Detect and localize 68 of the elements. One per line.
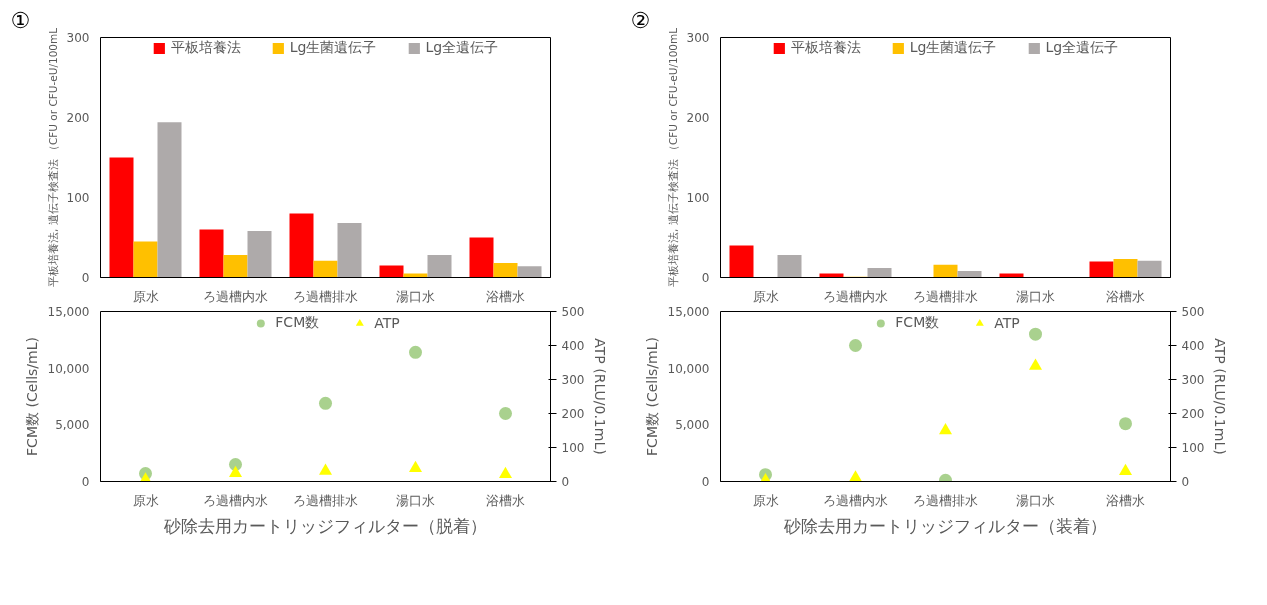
y-tick-label: 15,000: [47, 305, 90, 319]
x-axis-title: 砂除去用カートリッジフィルター（装着）: [783, 515, 1107, 536]
y-tick-label: 5,000: [675, 418, 710, 433]
x-tick-label: 原水: [752, 492, 779, 508]
text: ①: [10, 7, 31, 33]
x-tick-label: 浴槽水: [486, 492, 525, 508]
x-axis-title: 砂除去用カートリッジフィルター（脱着）: [163, 515, 487, 536]
x-tick-label: ろ過槽内水: [203, 492, 268, 508]
y-tick-label: 300: [66, 31, 90, 45]
y-tick-label: 15,000: [667, 305, 710, 319]
x-tick-label: 浴槽水: [1106, 492, 1145, 508]
y2-tick-label: 100: [561, 441, 585, 455]
y2-tick-label: 200: [1181, 407, 1205, 421]
x-tick-label: ろ過槽排水: [293, 492, 358, 508]
x-tick-label: ろ過槽排水: [913, 492, 978, 508]
legend-label: FCM数: [275, 314, 320, 332]
y-tick-label: 10,000: [47, 361, 90, 376]
x-tick-label: 原水: [752, 288, 779, 304]
x-tick-label: ろ過槽内水: [823, 288, 888, 304]
legend-label: Lg生菌遺伝子: [289, 39, 377, 57]
y-tick-label: 5,000: [55, 418, 90, 433]
x-tick-label: 浴槽水: [1106, 288, 1145, 304]
y-tick-label: 0: [701, 475, 710, 489]
x-tick-label: 湯口水: [1016, 492, 1055, 508]
y-axis-title: FCM数 (Cells/mL): [643, 337, 660, 456]
y-tick-label: 200: [66, 111, 90, 125]
y-tick-label: 10,000: [667, 361, 710, 376]
y-tick-label: 300: [686, 31, 710, 45]
legend-label: Lg全遺伝子: [425, 39, 499, 57]
legend-label: 平板培養法: [170, 39, 241, 57]
y2-axis-title: ATP (RLU/0.1mL): [1212, 338, 1229, 455]
x-tick-label: ろ過槽排水: [293, 288, 358, 304]
x-tick-label: 原水: [132, 288, 159, 304]
y-tick-label: 0: [701, 271, 710, 285]
y2-axis-title: ATP (RLU/0.1mL): [592, 338, 609, 455]
text: ②: [630, 7, 651, 33]
y2-tick-label: 0: [561, 475, 570, 489]
x-tick-label: 浴槽水: [486, 288, 525, 304]
y-tick-label: 100: [686, 191, 710, 205]
legend-label: Lg全遺伝子: [1045, 39, 1119, 57]
y2-tick-label: 500: [1181, 305, 1205, 319]
y2-tick-label: 0: [1181, 475, 1190, 489]
y-axis-title: FCM数 (Cells/mL): [23, 337, 40, 456]
x-tick-label: 湯口水: [396, 288, 435, 304]
legend-label: ATP: [374, 315, 400, 331]
x-tick-label: 湯口水: [1016, 288, 1055, 304]
legend-label: Lg生菌遺伝子: [909, 39, 997, 57]
x-tick-label: 原水: [132, 492, 159, 508]
y2-tick-label: 300: [561, 373, 585, 387]
y2-tick-label: 300: [1181, 373, 1205, 387]
y2-tick-label: 200: [561, 407, 585, 421]
legend-label: FCM数: [895, 314, 940, 332]
x-tick-label: ろ過槽内水: [823, 492, 888, 508]
x-tick-label: 湯口水: [396, 492, 435, 508]
y-tick-label: 0: [81, 271, 90, 285]
x-tick-label: ろ過槽内水: [203, 288, 268, 304]
y2-tick-label: 100: [1181, 441, 1205, 455]
y-tick-label: 100: [66, 191, 90, 205]
y-axis-title: 平板培養法, 遺伝子検査法 （CFU or CFU-eU/100mL: [666, 27, 679, 288]
y2-tick-label: 500: [561, 305, 585, 319]
y-tick-label: 0: [81, 475, 90, 489]
y2-tick-label: 400: [561, 339, 585, 353]
x-tick-label: ろ過槽排水: [913, 288, 978, 304]
y-tick-label: 200: [686, 111, 710, 125]
legend-label: ATP: [994, 315, 1020, 331]
y-axis-title: 平板培養法, 遺伝子検査法 （CFU or CFU-eU/100mL: [46, 27, 59, 288]
legend-label: 平板培養法: [790, 39, 861, 57]
y2-tick-label: 400: [1181, 339, 1205, 353]
